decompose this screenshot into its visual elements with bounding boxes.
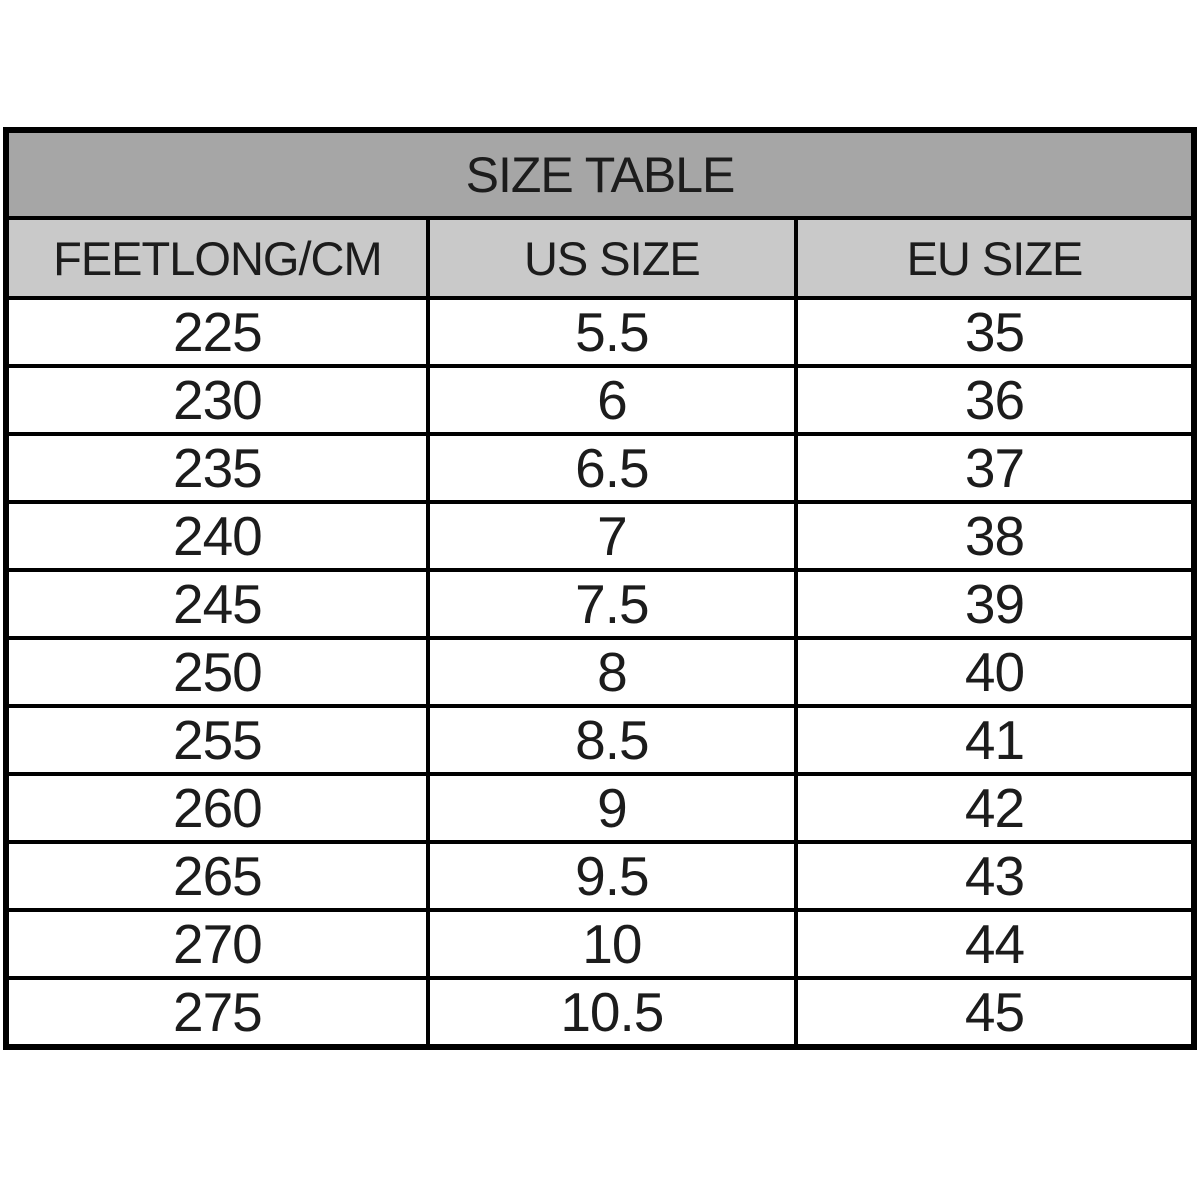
table-cell: 245: [4, 568, 430, 640]
table-cell: 41: [794, 704, 1196, 776]
column-header-us-size: US SIZE: [425, 216, 799, 300]
table-cell: 9.5: [425, 840, 799, 912]
table-cell: 265: [4, 840, 430, 912]
table-cell: 225: [4, 296, 430, 368]
table-row: 225 5.5 35: [4, 296, 1196, 368]
table-cell: 270: [4, 908, 430, 980]
table-cell: 44: [794, 908, 1196, 980]
table-row: 240 7 38: [4, 500, 1196, 572]
table-row: 230 6 36: [4, 364, 1196, 436]
table-body: 225 5.5 35 230 6 36 235 6.5 37 240 7 38 245 7.5 39 250 8…: [4, 296, 1196, 1049]
size-table: SIZE TABLE FEETLONG/CM US SIZE EU SIZE 2…: [3, 127, 1197, 1050]
table-cell: 8: [425, 636, 799, 708]
table-cell: 42: [794, 772, 1196, 844]
table-cell: 36: [794, 364, 1196, 436]
table-cell: 230: [4, 364, 430, 436]
table-title-row: SIZE TABLE: [4, 128, 1196, 220]
table-row: 270 10 44: [4, 908, 1196, 980]
table-cell: 37: [794, 432, 1196, 504]
table-cell: 7.5: [425, 568, 799, 640]
table-row: 265 9.5 43: [4, 840, 1196, 912]
table-cell: 250: [4, 636, 430, 708]
table-cell: 38: [794, 500, 1196, 572]
table-cell: 7: [425, 500, 799, 572]
table-cell: 275: [4, 976, 430, 1049]
table-header-row: FEETLONG/CM US SIZE EU SIZE: [4, 216, 1196, 300]
table-cell: 35: [794, 296, 1196, 368]
table-row: 260 9 42: [4, 772, 1196, 844]
table-cell: 10: [425, 908, 799, 980]
table-row: 255 8.5 41: [4, 704, 1196, 776]
table-cell: 255: [4, 704, 430, 776]
table-cell: 10.5: [425, 976, 799, 1049]
column-header-feetlong-cm: FEETLONG/CM: [4, 216, 430, 300]
table-cell: 5.5: [425, 296, 799, 368]
column-header-eu-size: EU SIZE: [794, 216, 1196, 300]
table-cell: 39: [794, 568, 1196, 640]
table-cell: 40: [794, 636, 1196, 708]
table-cell: 8.5: [425, 704, 799, 776]
table-cell: 6.5: [425, 432, 799, 504]
table-cell: 9: [425, 772, 799, 844]
table-row: 235 6.5 37: [4, 432, 1196, 504]
table-cell: 45: [794, 976, 1196, 1049]
table-cell: 260: [4, 772, 430, 844]
table-row: 250 8 40: [4, 636, 1196, 708]
table-cell: 235: [4, 432, 430, 504]
table-row: 245 7.5 39: [4, 568, 1196, 640]
table-cell: 43: [794, 840, 1196, 912]
table-cell: 6: [425, 364, 799, 436]
table-title: SIZE TABLE: [4, 128, 1196, 220]
table-cell: 240: [4, 500, 430, 572]
table-row: 275 10.5 45: [4, 976, 1196, 1049]
